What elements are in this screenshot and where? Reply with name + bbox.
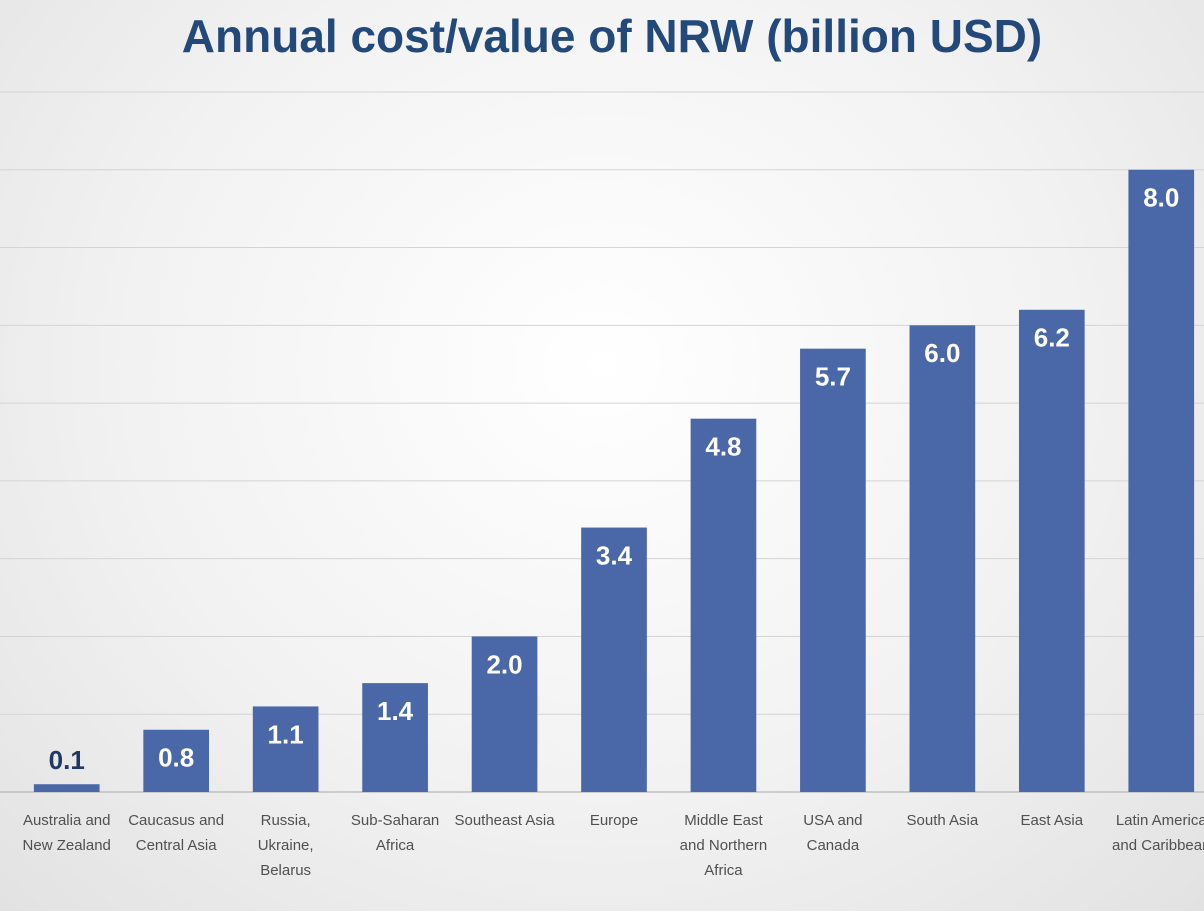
x-tick-label: South Asia <box>906 812 979 829</box>
value-label: 6.2 <box>1034 323 1070 353</box>
bar <box>33 784 100 792</box>
x-tick-label: Europe <box>589 812 639 829</box>
value-label: 0.8 <box>158 743 194 773</box>
bar <box>1128 169 1195 792</box>
value-label: 8.0 <box>1143 183 1179 213</box>
value-label: 0.1 <box>49 745 85 775</box>
bar <box>252 706 319 792</box>
bar <box>471 636 538 792</box>
x-tick-label: Sub-Saharan Africa <box>350 812 440 854</box>
x-tick-label: Southeast Asia <box>454 812 555 829</box>
value-label: 2.0 <box>486 649 522 679</box>
chart-title: Annual cost/value of NRW (billion USD) <box>182 10 1042 62</box>
bar <box>909 325 976 792</box>
x-tick-label: Middle East and Northern Africa <box>679 812 768 879</box>
x-tick-label: USA and Canada <box>803 812 863 854</box>
bar <box>362 683 428 792</box>
value-label: 1.1 <box>268 719 304 749</box>
x-tick-label: Russia, Ukraine, Belarus <box>257 812 314 879</box>
x-tick-label: East Asia <box>1020 812 1084 829</box>
value-label: 3.4 <box>596 540 633 570</box>
bar <box>690 418 757 792</box>
x-tick-label: Latin America and Caribbean <box>1112 812 1204 854</box>
value-label: 6.0 <box>924 338 960 368</box>
x-tick-label: Caucasus and Central Asia <box>128 812 225 854</box>
value-label: 5.7 <box>815 362 851 392</box>
bar <box>143 729 210 792</box>
bar <box>800 348 866 792</box>
value-label: 1.4 <box>377 696 414 726</box>
bar <box>1018 309 1085 792</box>
bar <box>581 527 647 792</box>
value-label: 4.8 <box>705 432 741 462</box>
x-tick-label: Australia and New Zealand <box>22 812 111 854</box>
